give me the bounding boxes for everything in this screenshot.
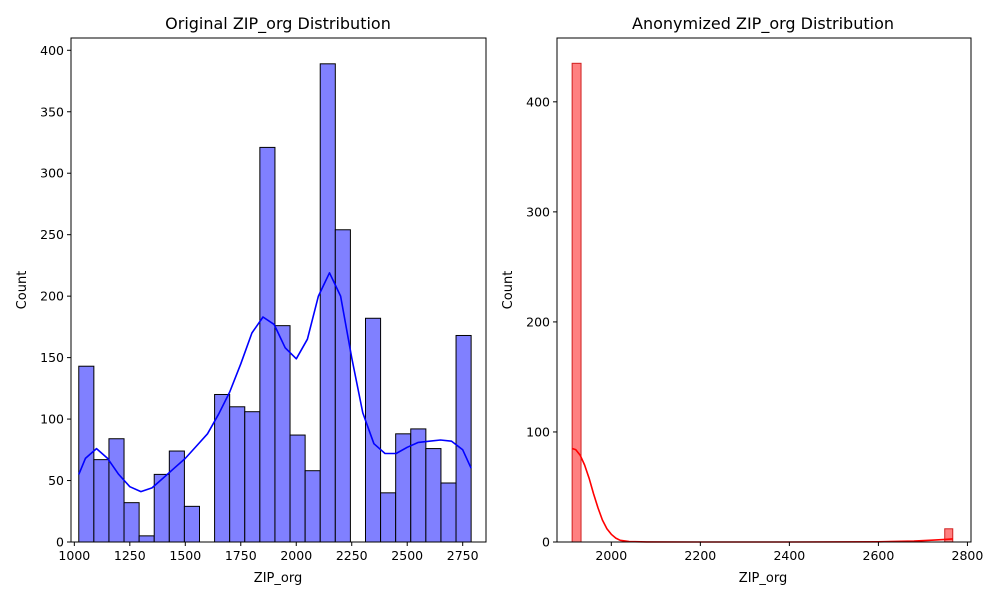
kde-line	[571, 447, 953, 543]
histogram-bar	[364, 317, 382, 543]
x-tick-label: 1750	[225, 548, 257, 563]
y-tick-label: 300	[526, 204, 550, 219]
plot-frame	[70, 37, 487, 543]
histogram-bars	[571, 62, 954, 543]
histogram-bar	[289, 434, 306, 543]
y-tick-label: 150	[40, 350, 64, 365]
y-tick-label: 400	[40, 43, 64, 58]
histogram-bar	[229, 406, 246, 543]
chart-title: Original ZIP_org Distribution	[165, 14, 391, 34]
y-tick-label: 300	[40, 166, 64, 181]
y-axis-label: Count	[15, 271, 30, 310]
x-tick-label: 2500	[391, 548, 423, 563]
y-tick-label: 0	[542, 535, 550, 550]
x-tick-label: 2600	[863, 548, 895, 563]
y-tick-label: 50	[48, 473, 64, 488]
histogram-bar	[183, 505, 200, 543]
histogram-bar	[455, 334, 472, 543]
axes: 2000 2200 2400 2600 2800 0 100 200 300 400	[526, 37, 984, 563]
histogram-bar	[108, 438, 125, 543]
histogram-bar	[274, 325, 291, 543]
kde-line	[78, 272, 472, 493]
histogram-bar	[410, 428, 427, 543]
x-tick-label: 2800	[952, 548, 984, 563]
histogram-bar	[78, 365, 95, 543]
histogram-bar	[440, 482, 457, 543]
x-tick-label: 2400	[773, 548, 805, 563]
histogram-bar	[334, 229, 351, 543]
histogram-bar	[93, 459, 110, 543]
x-tick-label: 2250	[336, 548, 368, 563]
x-axis-label: ZIP_org	[739, 571, 787, 586]
plot-frame	[556, 37, 972, 543]
histogram-bar	[168, 450, 185, 543]
y-tick-label: 400	[526, 94, 550, 109]
histogram-bar	[319, 63, 336, 543]
histogram-bars	[78, 63, 472, 543]
histogram-bar	[259, 146, 276, 543]
kde-curve	[78, 272, 472, 493]
y-tick-label: 100	[40, 412, 64, 427]
y-tick-label: 200	[526, 314, 550, 329]
anonymized-distribution-panel: Anonymized ZIP_org Distribution 2000 2200…	[501, 14, 983, 586]
x-tick-label: 2750	[447, 548, 479, 563]
axes: 1000 1250 1500 1750 2000 2250 2500 2750 0 50 100 15…	[40, 37, 487, 563]
x-axis-label: ZIP_org	[254, 571, 302, 586]
y-tick-label: 0	[56, 535, 64, 550]
chart-title: Anonymized ZIP_org Distribution	[632, 14, 894, 34]
kde-curve	[571, 447, 953, 543]
histogram-bar	[571, 62, 582, 543]
x-tick-label: 1000	[58, 548, 90, 563]
histogram-bar	[138, 535, 155, 543]
x-tick-label: 2000	[595, 548, 627, 563]
histogram-bar	[380, 492, 397, 543]
x-tick-label: 2200	[684, 548, 716, 563]
y-tick-label: 200	[40, 289, 64, 304]
histogram-bar	[123, 502, 140, 543]
histogram-bar	[304, 470, 321, 543]
y-tick-label: 250	[40, 227, 64, 242]
histogram-bar	[425, 448, 442, 543]
y-tick-label: 100	[526, 424, 550, 439]
histogram-bar	[244, 411, 261, 543]
x-tick-label: 1500	[169, 548, 201, 563]
x-tick-label: 1250	[114, 548, 146, 563]
original-distribution-panel: Original ZIP_org Distribution 1000 1250 15…	[15, 14, 487, 586]
x-tick-label: 2000	[280, 548, 312, 563]
y-tick-label: 350	[40, 104, 64, 119]
y-axis-label: Count	[501, 271, 516, 310]
